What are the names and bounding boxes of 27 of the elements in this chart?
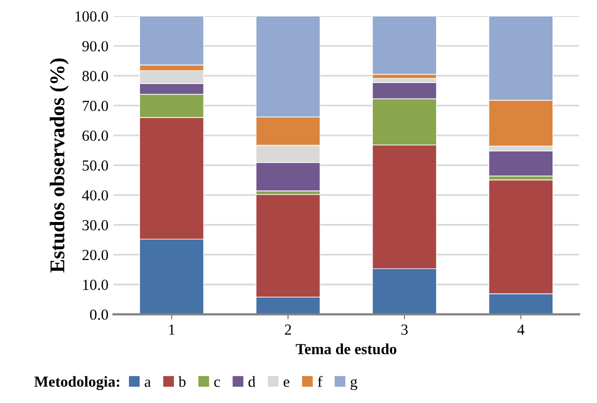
legend-label: d (248, 376, 256, 387)
x-tick-label: 4 (517, 324, 524, 335)
y-tick-label: 20.0 (82, 250, 108, 260)
y-tick-label: 100.0 (76, 11, 108, 22)
bar (372, 16, 437, 75)
y-tick-label: 90.0 (82, 41, 108, 52)
y-tick-label: 80.0 (82, 70, 108, 82)
y-axis-title: Estudos observados (%) (50, 58, 69, 273)
x-axis-title: Tema de estudo (296, 343, 396, 354)
legend-label: e (284, 380, 290, 387)
legend-label: g (350, 378, 358, 390)
legend-title: Metodologia: (34, 376, 120, 390)
x-tick-label: 1 (169, 324, 175, 335)
y-tick-label: 40.0 (82, 190, 108, 201)
y-tick-label: 10.0 (83, 280, 108, 290)
bar (488, 150, 554, 176)
y-tick-label: 50.0 (82, 160, 108, 171)
legend-label: c (214, 380, 220, 387)
y-tick-label: 0.0 (90, 309, 108, 320)
legend-label: f (318, 376, 322, 387)
y-tick-label: 30.0 (82, 220, 108, 230)
x-tick-label: 2 (284, 324, 292, 335)
x-tick-label: 3 (401, 324, 408, 335)
legend-label: a (144, 380, 151, 387)
legend-label: b (178, 376, 186, 387)
y-tick-label: 70.0 (82, 100, 108, 112)
y-tick-label: 60.0 (82, 130, 108, 141)
